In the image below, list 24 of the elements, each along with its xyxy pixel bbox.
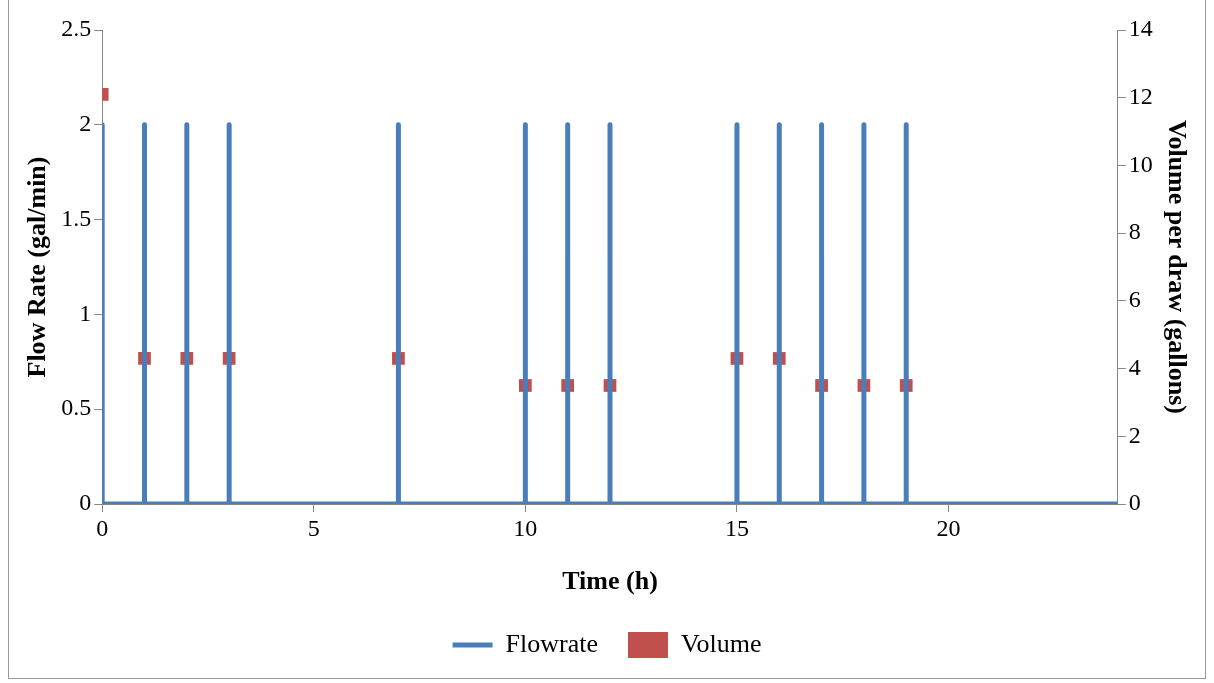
y2-tick-label: 10 bbox=[1128, 150, 1153, 177]
y-axis-title: Flow Rate (gal/min) bbox=[22, 156, 52, 378]
x-tick-label: 0 bbox=[96, 514, 109, 541]
y2-tick-label: 14 bbox=[1128, 15, 1153, 42]
y2-tick-label: 12 bbox=[1128, 83, 1153, 110]
y2-axis-title: Volume per draw (gallons) bbox=[1162, 120, 1192, 414]
x-tick-label: 5 bbox=[307, 514, 320, 541]
y2-tick-label: 4 bbox=[1128, 353, 1141, 380]
y2-tick-label: 2 bbox=[1128, 421, 1141, 448]
y2-tick-label: 0 bbox=[1128, 489, 1141, 516]
x-tick-label: 20 bbox=[936, 514, 961, 541]
y-tick-label: 1.5 bbox=[61, 204, 92, 231]
legend-label: Volume bbox=[681, 628, 762, 658]
y-tick-label: 1 bbox=[79, 299, 92, 326]
x-axis-title: Time (h) bbox=[562, 566, 658, 596]
x-tick-label: 10 bbox=[513, 514, 538, 541]
y-tick-label: 2.5 bbox=[61, 15, 92, 42]
y2-tick-label: 8 bbox=[1128, 218, 1141, 245]
y-tick-label: 2 bbox=[79, 110, 92, 137]
legend-label: Flowrate bbox=[505, 628, 598, 658]
y2-tick-label: 6 bbox=[1128, 286, 1141, 313]
x-tick-label: 15 bbox=[724, 514, 749, 541]
y-tick-label: 0 bbox=[79, 489, 92, 516]
y-tick-label: 0.5 bbox=[61, 394, 92, 421]
